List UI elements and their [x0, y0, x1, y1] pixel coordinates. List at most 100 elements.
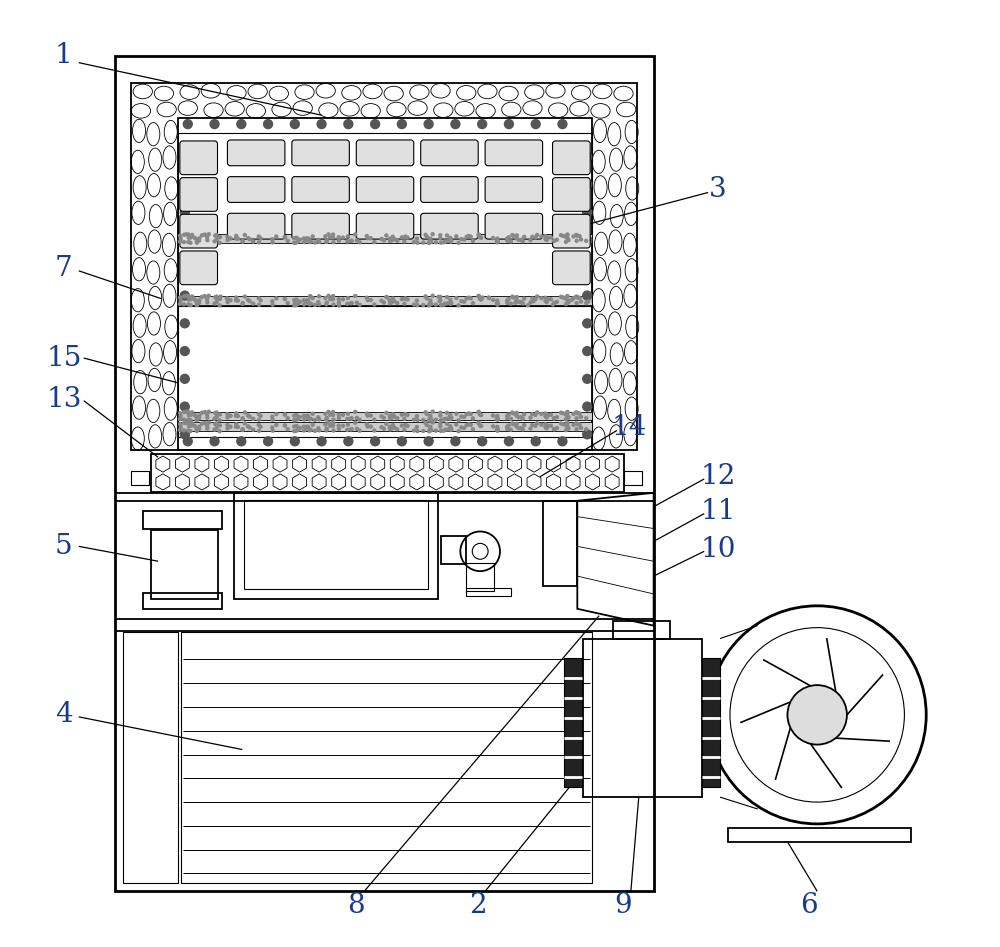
Circle shape	[544, 415, 547, 418]
Circle shape	[451, 119, 460, 129]
Circle shape	[317, 119, 326, 129]
Circle shape	[373, 241, 376, 243]
Bar	[466, 588, 511, 596]
Circle shape	[226, 416, 229, 419]
Circle shape	[404, 413, 407, 416]
Circle shape	[477, 295, 480, 297]
Circle shape	[463, 416, 466, 419]
Circle shape	[337, 417, 340, 420]
Circle shape	[284, 413, 287, 416]
FancyBboxPatch shape	[485, 177, 543, 203]
Circle shape	[583, 180, 592, 189]
Circle shape	[371, 437, 380, 446]
Circle shape	[583, 236, 592, 244]
Circle shape	[306, 425, 308, 428]
Circle shape	[290, 119, 299, 129]
Bar	[178, 133, 592, 296]
Circle shape	[296, 241, 299, 243]
Circle shape	[180, 319, 189, 328]
Circle shape	[325, 417, 328, 420]
Circle shape	[446, 428, 449, 431]
Circle shape	[385, 234, 388, 237]
Circle shape	[234, 425, 237, 428]
Circle shape	[469, 235, 472, 238]
Circle shape	[189, 430, 192, 433]
Circle shape	[566, 298, 569, 301]
Circle shape	[189, 297, 192, 300]
Circle shape	[216, 424, 218, 427]
Circle shape	[324, 412, 327, 415]
FancyBboxPatch shape	[421, 140, 478, 166]
Circle shape	[415, 415, 418, 418]
Circle shape	[496, 425, 499, 428]
Circle shape	[449, 237, 452, 240]
Circle shape	[248, 238, 251, 241]
Circle shape	[183, 411, 186, 414]
Circle shape	[227, 425, 230, 428]
Circle shape	[431, 410, 434, 413]
Circle shape	[218, 236, 221, 239]
Circle shape	[425, 423, 428, 426]
Circle shape	[416, 241, 419, 244]
Circle shape	[275, 413, 278, 416]
Circle shape	[303, 419, 306, 421]
Circle shape	[311, 412, 314, 416]
Circle shape	[564, 429, 567, 432]
Circle shape	[446, 302, 449, 305]
Circle shape	[480, 424, 483, 427]
Circle shape	[559, 295, 562, 298]
Circle shape	[572, 423, 575, 426]
Circle shape	[241, 241, 244, 243]
Circle shape	[358, 419, 361, 421]
Circle shape	[185, 410, 188, 413]
Circle shape	[520, 300, 523, 303]
Circle shape	[575, 421, 578, 425]
FancyBboxPatch shape	[356, 213, 414, 239]
Circle shape	[185, 233, 188, 236]
Circle shape	[293, 302, 296, 305]
Circle shape	[575, 301, 578, 305]
Circle shape	[317, 437, 326, 446]
FancyBboxPatch shape	[292, 140, 349, 166]
Circle shape	[396, 301, 399, 305]
Circle shape	[575, 295, 578, 298]
Circle shape	[252, 428, 255, 431]
Circle shape	[215, 300, 218, 303]
Bar	[583, 638, 702, 797]
Circle shape	[403, 418, 406, 420]
Circle shape	[317, 300, 320, 304]
Circle shape	[437, 295, 440, 298]
Circle shape	[193, 424, 196, 428]
Circle shape	[465, 413, 468, 416]
Circle shape	[566, 295, 569, 298]
Text: 12: 12	[700, 463, 736, 491]
Circle shape	[390, 239, 393, 241]
Circle shape	[332, 429, 335, 432]
FancyBboxPatch shape	[180, 141, 218, 174]
Circle shape	[566, 425, 569, 428]
Circle shape	[424, 411, 427, 414]
Circle shape	[400, 413, 403, 417]
Circle shape	[515, 298, 518, 301]
Circle shape	[243, 411, 246, 414]
Circle shape	[400, 424, 403, 427]
Circle shape	[555, 416, 558, 419]
Circle shape	[442, 303, 445, 306]
Circle shape	[388, 237, 391, 240]
Circle shape	[183, 119, 192, 129]
Circle shape	[286, 240, 289, 242]
Circle shape	[236, 425, 239, 428]
Circle shape	[309, 240, 312, 242]
Circle shape	[413, 241, 416, 243]
Circle shape	[189, 236, 192, 239]
Circle shape	[207, 295, 210, 297]
Circle shape	[562, 296, 565, 299]
Circle shape	[182, 429, 185, 432]
Circle shape	[214, 412, 217, 415]
Circle shape	[257, 296, 260, 300]
Circle shape	[195, 419, 198, 421]
Circle shape	[296, 302, 299, 305]
Circle shape	[575, 234, 578, 237]
Circle shape	[585, 240, 588, 242]
Circle shape	[578, 423, 581, 426]
